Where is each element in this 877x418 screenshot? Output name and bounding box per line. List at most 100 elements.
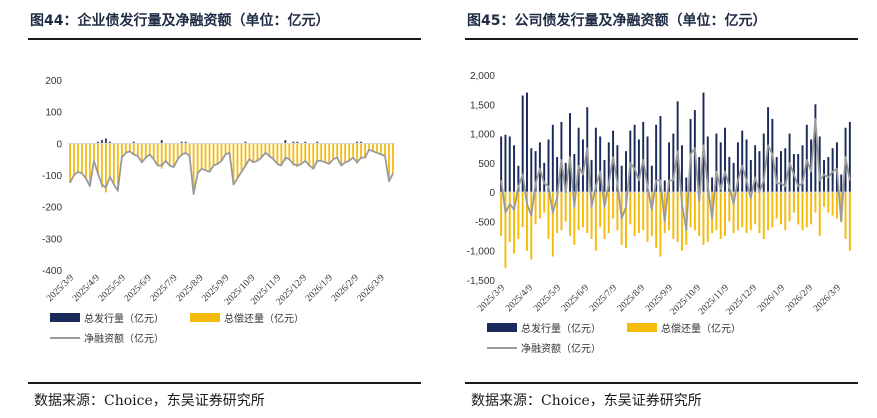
issuance-bar (741, 130, 744, 193)
issuance-bar (655, 124, 658, 193)
issuance-bar (685, 177, 688, 193)
repayment-bar (248, 143, 251, 160)
repayment-bar (655, 192, 658, 248)
repayment-bar (288, 143, 291, 160)
repayment-bar (805, 192, 808, 228)
y-tick-label: 2,000 (470, 71, 495, 82)
issuance-bar (814, 104, 817, 193)
repayment-bar (612, 192, 615, 219)
repayment-bar (160, 143, 163, 169)
repayment-bar (176, 143, 179, 160)
issuance-bar (616, 145, 619, 193)
figure-44: 图44：企业债发行量及净融资额（单位：亿元） -400 -300 -200 -100 0… (10, 0, 430, 418)
repayment-bar (573, 192, 576, 245)
x-tick-label: 2025/3/9 (476, 283, 507, 314)
repayment-bar (116, 143, 119, 191)
legend-swatch-repayment (190, 313, 220, 322)
issuance-bar (97, 141, 99, 144)
y-tick-label: -500 (475, 217, 495, 228)
y-tick-label: 1,500 (470, 100, 495, 111)
repayment-bar (650, 192, 653, 237)
repayment-bar (831, 192, 834, 216)
repayment-bar (754, 192, 757, 225)
issuance-bar (680, 145, 683, 193)
repayment-bar (642, 192, 645, 231)
y-tick-label: 500 (478, 159, 495, 170)
issuance-bar (831, 148, 834, 193)
repayment-bar (607, 192, 610, 234)
repayment-bar (148, 143, 151, 155)
repayment-bar (801, 192, 804, 231)
issuance-bar (646, 136, 649, 193)
repayment-bar (372, 143, 374, 152)
source-rule (465, 382, 858, 384)
repayment-bar (156, 143, 159, 166)
repayment-bar (835, 192, 838, 219)
repayment-bar (844, 192, 847, 239)
issuance-bar (590, 159, 593, 193)
issuance-bar (556, 157, 559, 193)
figure-45: 图45：公司债发行量及净融资额（单位：亿元） -1,500 -1,000 -500 0… (447, 0, 867, 418)
repayment-bar (745, 192, 748, 234)
repayment-bar (586, 192, 589, 234)
issuance-bar (581, 139, 584, 193)
issuance-bar (818, 136, 821, 193)
repayment-bar (672, 192, 675, 239)
issuance-bar (650, 165, 653, 193)
x-tick-label: 2025/6/9 (560, 283, 591, 314)
issuance-bar (840, 174, 843, 193)
repayment-bar (320, 143, 323, 161)
repayment-bar (164, 143, 167, 161)
repayment-bar (603, 192, 606, 239)
repayment-bar (517, 192, 520, 239)
issuance-bar (594, 127, 597, 193)
repayment-bar (136, 143, 139, 156)
issuance-bar (805, 124, 808, 193)
issuance-bar (848, 121, 851, 193)
issuance-bar (728, 157, 731, 193)
figure-title: 图45：公司债发行量及净融资额（单位：亿元） (467, 13, 767, 29)
repayment-bar (775, 192, 778, 219)
repayment-bar (538, 192, 541, 219)
repayment-bar (736, 192, 739, 231)
repayment-bar (741, 192, 744, 228)
x-tick-label: 2025/3/9 (45, 273, 76, 304)
y-tick-label: -200 (42, 203, 62, 214)
x-tick-label: 2025/8/9 (175, 273, 206, 304)
issuance-bar (801, 145, 804, 193)
repayment-bar (360, 143, 363, 160)
repayment-bar (108, 143, 111, 179)
repayment-bar (73, 143, 75, 175)
repayment-bar (508, 192, 511, 242)
issuance-bar (762, 133, 765, 193)
issuance-bar (530, 148, 533, 193)
repayment-bar (827, 192, 830, 213)
repayment-bar (89, 143, 91, 187)
repayment-bar (236, 143, 239, 179)
issuance-bar (100, 140, 103, 144)
repayment-bar (112, 143, 115, 185)
issuance-bar (360, 141, 363, 144)
source-note: 数据来源：Choice，东吴证券研究所 (471, 393, 702, 409)
repayment-bar (224, 143, 227, 155)
issuance-bar (356, 141, 359, 144)
repayment-bar (284, 143, 287, 161)
issuance-bar (607, 142, 610, 193)
repayment-bar (659, 192, 662, 257)
x-tick-label: 2026/2/9 (330, 273, 361, 304)
issuance-bar (538, 142, 541, 193)
repayment-bar (500, 192, 503, 237)
repayment-bar (724, 192, 726, 237)
repayment-bar (120, 143, 123, 158)
issuance-bar (637, 139, 640, 193)
x-tick-label: 2026/2/9 (784, 283, 815, 314)
repayment-bar (81, 143, 83, 174)
x-tick-label: 2025/5/9 (532, 283, 563, 314)
repayment-bar (324, 143, 327, 163)
repayment-bar (646, 192, 649, 242)
repayment-bar (513, 192, 516, 254)
x-tick-label: 2025/7/9 (149, 273, 180, 304)
x-tick-label: 2025/7/9 (588, 283, 619, 314)
issuance-bar (521, 95, 524, 193)
repayment-bar (719, 192, 722, 239)
